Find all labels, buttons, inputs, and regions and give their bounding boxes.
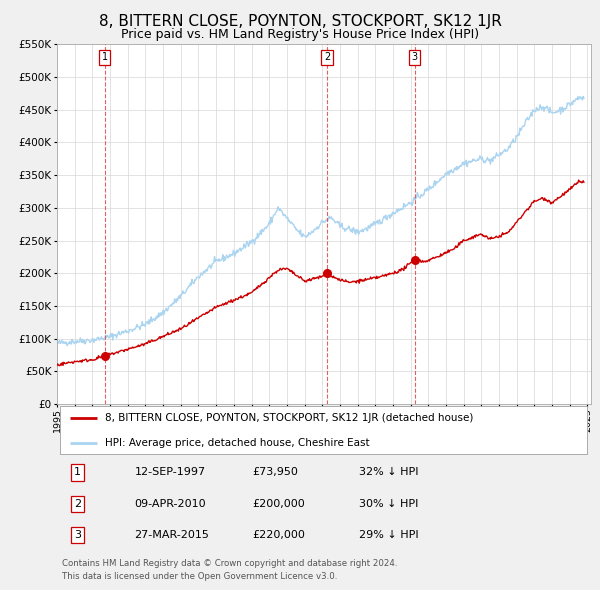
FancyBboxPatch shape xyxy=(59,407,587,454)
Text: 09-APR-2010: 09-APR-2010 xyxy=(134,499,206,509)
Text: 1: 1 xyxy=(102,53,108,63)
Text: 2: 2 xyxy=(74,499,81,509)
Text: 12-SEP-1997: 12-SEP-1997 xyxy=(134,467,206,477)
Text: 32% ↓ HPI: 32% ↓ HPI xyxy=(359,467,418,477)
Text: 3: 3 xyxy=(412,53,418,63)
Text: Contains HM Land Registry data © Crown copyright and database right 2024.: Contains HM Land Registry data © Crown c… xyxy=(62,559,398,568)
Text: 27-MAR-2015: 27-MAR-2015 xyxy=(134,530,209,540)
Text: £200,000: £200,000 xyxy=(252,499,305,509)
Text: 29% ↓ HPI: 29% ↓ HPI xyxy=(359,530,418,540)
Text: 1: 1 xyxy=(74,467,81,477)
Text: 2: 2 xyxy=(324,53,330,63)
Text: This data is licensed under the Open Government Licence v3.0.: This data is licensed under the Open Gov… xyxy=(62,572,338,581)
Text: 8, BITTERN CLOSE, POYNTON, STOCKPORT, SK12 1JR (detached house): 8, BITTERN CLOSE, POYNTON, STOCKPORT, SK… xyxy=(105,413,473,423)
Text: £73,950: £73,950 xyxy=(252,467,298,477)
Text: HPI: Average price, detached house, Cheshire East: HPI: Average price, detached house, Ches… xyxy=(105,438,370,448)
Text: 3: 3 xyxy=(74,530,81,540)
Text: 8, BITTERN CLOSE, POYNTON, STOCKPORT, SK12 1JR: 8, BITTERN CLOSE, POYNTON, STOCKPORT, SK… xyxy=(98,14,502,28)
Text: Price paid vs. HM Land Registry's House Price Index (HPI): Price paid vs. HM Land Registry's House … xyxy=(121,28,479,41)
Text: £220,000: £220,000 xyxy=(252,530,305,540)
Text: 30% ↓ HPI: 30% ↓ HPI xyxy=(359,499,418,509)
